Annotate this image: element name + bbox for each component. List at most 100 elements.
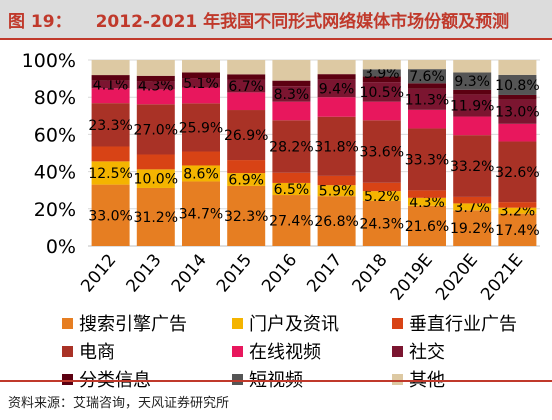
data-label: 24.3% bbox=[360, 216, 404, 232]
data-label: 27.4% bbox=[269, 214, 313, 230]
legend-item: 在线视频 bbox=[232, 338, 392, 364]
x-tick-label: 2018 bbox=[348, 250, 391, 296]
bar-segment bbox=[91, 75, 130, 81]
data-label: 8.3% bbox=[274, 87, 310, 103]
bar-segment bbox=[317, 196, 356, 246]
data-label: 9.3% bbox=[454, 74, 490, 90]
data-label: 5.1% bbox=[183, 76, 219, 92]
data-label: 5.9% bbox=[319, 184, 355, 200]
bar-segment bbox=[227, 92, 266, 111]
y-tick-label: 60% bbox=[34, 124, 76, 146]
bar-segment bbox=[272, 182, 311, 196]
bar-segment bbox=[227, 173, 266, 186]
data-label: 33.3% bbox=[405, 152, 449, 168]
x-tick-label: 2013 bbox=[122, 250, 165, 296]
data-label: 28.2% bbox=[269, 139, 313, 155]
bar-segment bbox=[317, 116, 356, 176]
x-tick-label: 2017 bbox=[303, 250, 346, 296]
data-label: 32.3% bbox=[224, 209, 268, 225]
bar-segment bbox=[272, 172, 311, 183]
bar-segment bbox=[182, 72, 220, 79]
bar-segment bbox=[317, 74, 356, 80]
bar-segment bbox=[91, 161, 130, 185]
data-label: 12.5% bbox=[88, 166, 132, 182]
bar-segment bbox=[227, 160, 266, 174]
legend-swatch bbox=[392, 317, 403, 329]
data-label: 5.2% bbox=[364, 189, 400, 205]
data-label: 4.3% bbox=[409, 195, 445, 211]
bar-segment bbox=[498, 74, 537, 95]
bar-segment bbox=[362, 76, 401, 83]
data-label: 26.8% bbox=[314, 214, 358, 230]
legend-swatch bbox=[392, 373, 403, 385]
bar-segment bbox=[136, 60, 175, 76]
data-label: 10.8% bbox=[495, 78, 539, 94]
y-tick-label: 20% bbox=[34, 199, 76, 221]
bar-segment bbox=[272, 195, 311, 246]
bar-segment bbox=[362, 60, 401, 70]
legend-item: 搜索引擎广告 bbox=[62, 310, 232, 336]
data-label: 6.7% bbox=[228, 79, 264, 95]
bar-segment bbox=[317, 175, 356, 186]
bar-segment bbox=[272, 120, 311, 173]
bar-segment bbox=[272, 101, 311, 121]
bar-segment bbox=[408, 197, 446, 206]
data-label: 19.2% bbox=[450, 221, 494, 237]
data-label: 11.9% bbox=[450, 98, 494, 114]
bar-segment bbox=[362, 191, 401, 201]
bar-segment bbox=[136, 81, 175, 90]
bar-segment bbox=[136, 154, 175, 170]
bar-segment bbox=[498, 123, 537, 142]
data-label: 25.9% bbox=[179, 120, 223, 136]
legend-label: 社交 bbox=[409, 342, 445, 363]
data-label: 17.4% bbox=[495, 223, 539, 239]
bar-segment bbox=[227, 185, 266, 246]
bar-segment bbox=[91, 80, 130, 89]
bar-segment bbox=[91, 60, 130, 76]
bar-segment bbox=[453, 203, 492, 211]
bar-segment bbox=[498, 213, 537, 246]
bar-segment bbox=[317, 185, 356, 197]
data-label: 32.6% bbox=[495, 165, 539, 181]
legend-label: 垂直行业广告 bbox=[409, 314, 517, 335]
source-note: 资料来源：艾瑞咨询，天风证券研究所 bbox=[0, 380, 552, 420]
bar-segment bbox=[453, 72, 492, 90]
legend-swatch bbox=[392, 345, 403, 357]
y-tick-label: 40% bbox=[34, 162, 76, 184]
bar-segment bbox=[91, 88, 130, 104]
bar-segment bbox=[136, 75, 175, 82]
data-label: 26.9% bbox=[224, 128, 268, 144]
x-tick-label: 2014 bbox=[168, 250, 211, 296]
data-label: 27.0% bbox=[134, 122, 178, 138]
legend-swatch bbox=[62, 317, 73, 329]
bar-segment bbox=[362, 182, 401, 192]
figure-number: 图 19： bbox=[8, 11, 72, 32]
bar-segment bbox=[272, 60, 311, 81]
legend-swatch bbox=[62, 373, 73, 385]
x-tick-label: 2016 bbox=[258, 250, 301, 296]
bar-segment bbox=[408, 69, 446, 84]
data-label: 10.5% bbox=[360, 85, 404, 101]
bar-segment bbox=[227, 60, 266, 75]
legend-item: 门户及资讯 bbox=[232, 310, 392, 336]
data-label: 3.7% bbox=[454, 200, 490, 216]
bar-segment bbox=[453, 89, 492, 95]
x-tick-label: 2012 bbox=[77, 250, 120, 296]
bar-segment bbox=[453, 135, 492, 197]
bar-segment bbox=[408, 60, 446, 70]
bar-segment bbox=[317, 60, 356, 75]
bar-segment bbox=[498, 207, 537, 214]
bar-segment bbox=[317, 79, 356, 98]
bar-segment bbox=[91, 184, 130, 246]
legend-item: 电商 bbox=[62, 338, 232, 364]
legend-item: 垂直行业广告 bbox=[392, 310, 542, 336]
bar-segment bbox=[408, 83, 446, 89]
data-label: 9.4% bbox=[319, 81, 355, 97]
y-tick-label: 0% bbox=[46, 236, 76, 258]
bar-segment bbox=[136, 169, 175, 188]
bar-segment bbox=[182, 181, 220, 246]
data-label: 7.6% bbox=[409, 69, 445, 85]
legend-swatch bbox=[232, 317, 243, 329]
data-label: 31.2% bbox=[134, 210, 178, 226]
bar-segment bbox=[498, 94, 537, 100]
